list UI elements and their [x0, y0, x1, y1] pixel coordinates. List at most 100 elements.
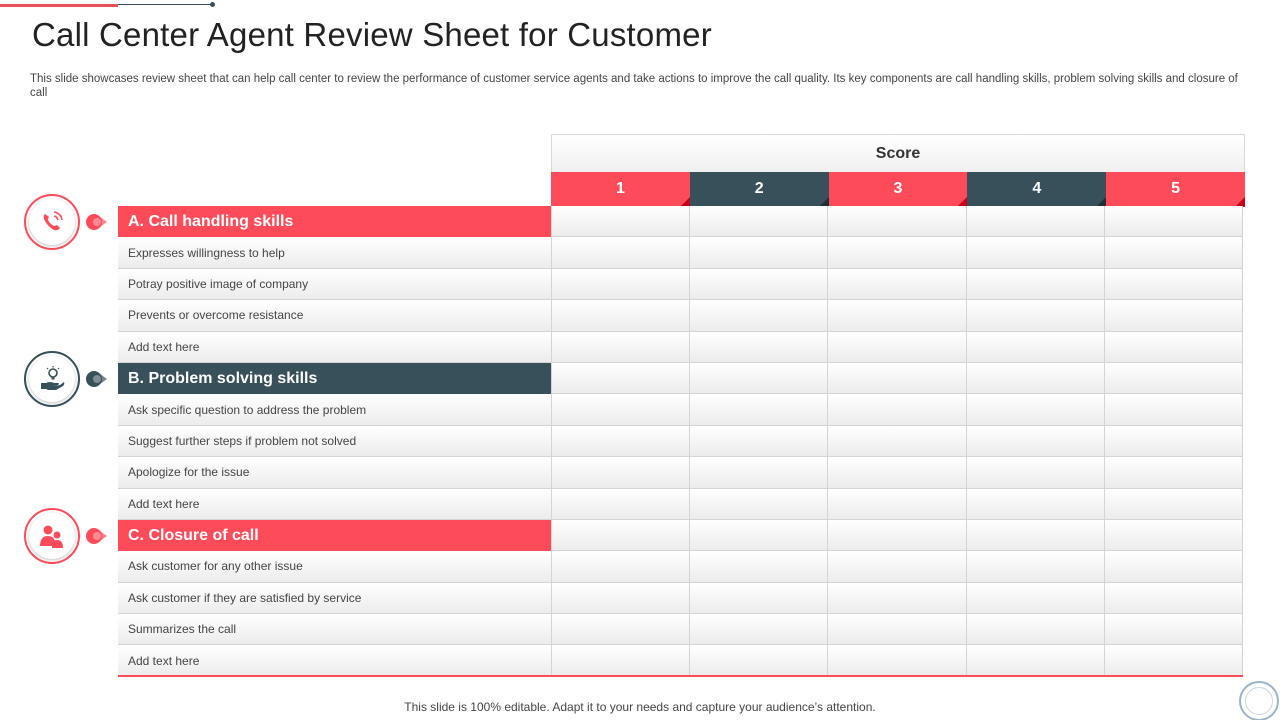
score-cell[interactable]	[965, 645, 1104, 677]
score-cell[interactable]	[827, 645, 966, 677]
score-cell[interactable]	[965, 331, 1104, 363]
score-cell[interactable]	[1103, 237, 1244, 269]
score-cell[interactable]	[689, 394, 828, 426]
score-cell[interactable]	[827, 362, 966, 395]
score-cell[interactable]	[689, 300, 828, 332]
score-cell[interactable]	[827, 331, 966, 363]
score-cell[interactable]	[827, 237, 966, 269]
score-cell[interactable]	[689, 206, 828, 238]
fold-corner	[1096, 197, 1107, 207]
score-cell[interactable]	[1103, 425, 1244, 458]
score-cell[interactable]	[1103, 582, 1244, 615]
score-cell[interactable]	[965, 300, 1104, 332]
criterion-label: Summarizes the call	[118, 614, 551, 646]
score-cell[interactable]	[551, 362, 690, 395]
fold-corner	[679, 197, 690, 207]
score-cell[interactable]	[689, 268, 828, 301]
table-bottom-border	[118, 675, 1243, 677]
score-cell[interactable]	[827, 551, 966, 583]
score-cell[interactable]	[965, 362, 1104, 395]
section-title-b: B. Problem solving skills	[118, 362, 551, 395]
score-cell[interactable]	[689, 331, 828, 363]
score-header: Score	[551, 134, 1245, 172]
score-cell[interactable]	[689, 457, 828, 489]
score-cell[interactable]	[551, 488, 690, 520]
score-cell[interactable]	[551, 457, 690, 489]
score-cell[interactable]	[689, 645, 828, 677]
section-c-pointer	[86, 528, 107, 544]
section-c-badge	[24, 508, 80, 564]
score-cell[interactable]	[965, 488, 1104, 520]
score-cell[interactable]	[689, 362, 828, 395]
score-cell[interactable]	[1103, 206, 1244, 238]
score-cell[interactable]	[551, 268, 690, 301]
score-cell[interactable]	[551, 331, 690, 363]
score-cell[interactable]	[1103, 300, 1244, 332]
score-cell[interactable]	[965, 457, 1104, 489]
score-cell[interactable]	[689, 425, 828, 458]
top-accent-line	[118, 4, 212, 5]
criterion-label: Ask specific question to address the pro…	[118, 394, 551, 426]
score-cell[interactable]	[551, 425, 690, 458]
score-cell[interactable]	[689, 519, 828, 552]
score-column-1: 1	[551, 172, 690, 207]
score-cell[interactable]	[1103, 394, 1244, 426]
score-cell[interactable]	[551, 394, 690, 426]
score-cell[interactable]	[1103, 551, 1244, 583]
score-cell[interactable]	[827, 614, 966, 646]
score-cell[interactable]	[1103, 488, 1244, 520]
criterion-label: Potray positive image of company	[118, 268, 551, 301]
score-column-label: 2	[754, 180, 764, 197]
score-cell[interactable]	[965, 425, 1104, 458]
score-cell[interactable]	[827, 394, 966, 426]
score-cell[interactable]	[689, 488, 828, 520]
score-cell[interactable]	[551, 237, 690, 269]
score-cell[interactable]	[1103, 519, 1244, 552]
score-cell[interactable]	[689, 237, 828, 269]
score-cell[interactable]	[1103, 331, 1244, 363]
score-cell[interactable]	[1103, 362, 1244, 395]
section-row-b: B. Problem solving skills	[118, 362, 1244, 395]
badge-ring	[24, 351, 80, 407]
criterion-label: Add text here	[118, 645, 551, 677]
score-cell[interactable]	[965, 582, 1104, 615]
score-cell[interactable]	[827, 457, 966, 489]
score-cell[interactable]	[965, 268, 1104, 301]
score-cell[interactable]	[965, 237, 1104, 269]
score-cell[interactable]	[551, 551, 690, 583]
score-cell[interactable]	[689, 582, 828, 615]
score-cell[interactable]	[1103, 457, 1244, 489]
score-cell[interactable]	[827, 300, 966, 332]
table-row: Potray positive image of company	[118, 268, 1244, 301]
score-cell[interactable]	[965, 551, 1104, 583]
badge-inner	[29, 199, 75, 245]
score-cell[interactable]	[551, 300, 690, 332]
score-cell[interactable]	[689, 551, 828, 583]
score-cell[interactable]	[1103, 268, 1244, 301]
score-cell[interactable]	[551, 519, 690, 552]
section-title-c: C. Closure of call	[118, 519, 551, 552]
score-cell[interactable]	[965, 206, 1104, 238]
corner-circle-decoration	[1239, 681, 1279, 720]
score-column-5: 5	[1106, 172, 1245, 207]
score-cell[interactable]	[551, 645, 690, 677]
score-cell[interactable]	[965, 394, 1104, 426]
table-row: Ask customer for any other issue	[118, 551, 1244, 583]
score-cell[interactable]	[551, 582, 690, 615]
score-cell[interactable]	[551, 614, 690, 646]
score-cell[interactable]	[827, 425, 966, 458]
score-cell[interactable]	[827, 519, 966, 552]
fold-corner	[1234, 197, 1245, 207]
score-cell[interactable]	[827, 268, 966, 301]
score-cell[interactable]	[827, 206, 966, 238]
hand-lightbulb-icon	[41, 366, 65, 390]
score-cell[interactable]	[689, 614, 828, 646]
score-cell[interactable]	[1103, 614, 1244, 646]
score-cell[interactable]	[1103, 645, 1244, 677]
score-cell[interactable]	[965, 614, 1104, 646]
footer-note: This slide is 100% editable. Adapt it to…	[404, 700, 876, 714]
score-cell[interactable]	[827, 582, 966, 615]
score-cell[interactable]	[551, 206, 690, 238]
score-cell[interactable]	[827, 488, 966, 520]
score-cell[interactable]	[965, 519, 1104, 552]
